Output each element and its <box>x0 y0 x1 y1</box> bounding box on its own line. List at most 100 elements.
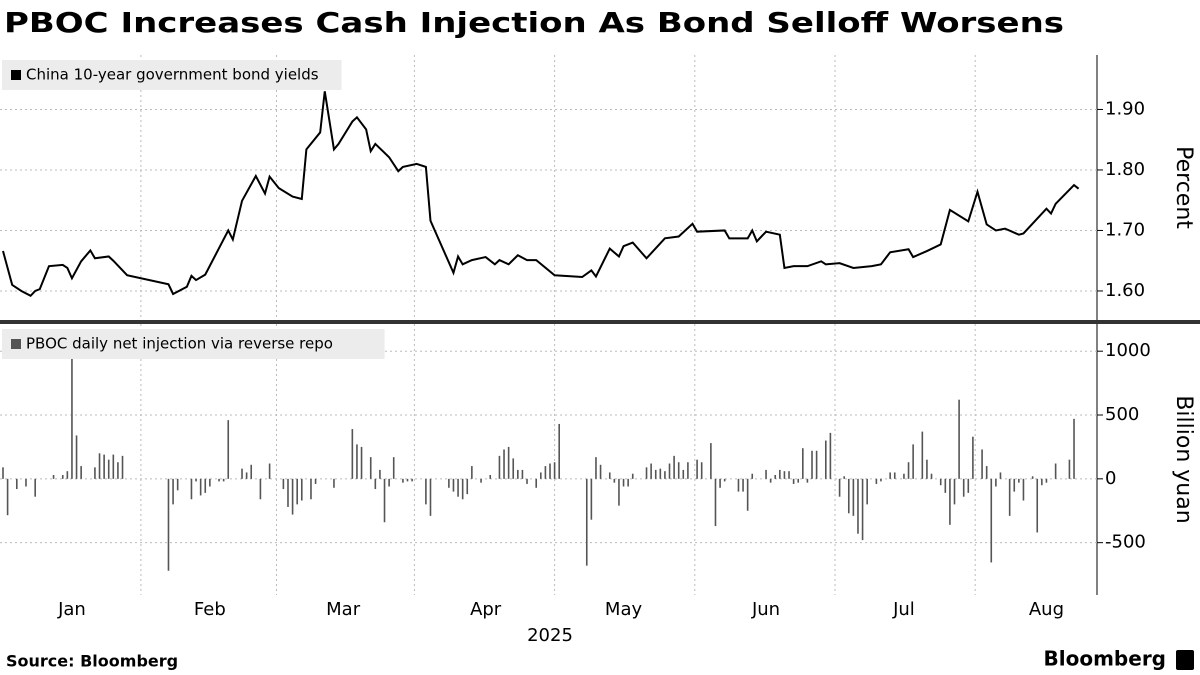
bar <box>1045 478 1048 483</box>
bar <box>714 478 717 527</box>
bar <box>1018 478 1020 483</box>
bar <box>369 457 372 479</box>
bar <box>990 478 993 563</box>
bar <box>34 478 36 497</box>
bar <box>241 468 243 479</box>
bar <box>6 478 9 516</box>
bar <box>668 463 671 479</box>
bar <box>52 475 55 479</box>
y-tick-label: 1.80 <box>1105 159 1145 180</box>
bar <box>360 446 363 479</box>
bar <box>645 467 648 479</box>
bar <box>802 448 804 479</box>
bar <box>15 478 18 490</box>
bar <box>402 478 404 483</box>
bar <box>608 472 611 479</box>
bar <box>838 478 841 497</box>
bar <box>392 457 395 479</box>
bar <box>843 476 845 479</box>
bar <box>1031 476 1034 479</box>
bar <box>558 423 560 479</box>
bar <box>627 478 629 487</box>
bar <box>209 478 211 487</box>
bar <box>103 454 105 479</box>
bar <box>268 463 271 479</box>
bar <box>374 478 377 490</box>
bar <box>199 478 202 496</box>
bar <box>829 432 832 479</box>
bar <box>696 459 698 479</box>
bar <box>480 478 482 483</box>
bar <box>958 399 960 479</box>
bar <box>893 472 896 479</box>
bar <box>765 469 767 479</box>
bar <box>1013 478 1016 492</box>
bar <box>259 478 262 500</box>
bar <box>489 475 492 479</box>
bar <box>287 478 289 507</box>
bar <box>907 462 910 479</box>
bar <box>452 478 455 492</box>
x-tick-label: Mar <box>326 599 361 620</box>
bar <box>746 478 749 511</box>
bar <box>204 478 207 493</box>
x-tick-label: Jun <box>751 599 780 620</box>
bar <box>310 478 312 500</box>
bar <box>811 450 813 479</box>
bar <box>540 472 542 479</box>
y-tick-label: 1.60 <box>1105 280 1145 301</box>
bar <box>1073 418 1075 479</box>
y-tick-label: 0 <box>1105 468 1116 489</box>
bar <box>880 478 882 482</box>
bar <box>282 478 285 490</box>
bar <box>595 457 597 479</box>
bar <box>926 459 928 479</box>
bar <box>719 478 721 488</box>
chart-title: PBOC Increases Cash Injection As Bond Se… <box>4 6 1064 39</box>
bar <box>953 478 956 505</box>
bar <box>866 478 868 505</box>
legend-box <box>2 329 385 359</box>
bar <box>314 478 317 484</box>
bar <box>939 478 942 486</box>
y-tick-label: 1.90 <box>1105 98 1145 119</box>
bar <box>921 431 924 479</box>
bar <box>351 429 354 479</box>
bar <box>66 471 69 479</box>
bar <box>245 472 248 479</box>
bar <box>107 459 110 479</box>
bar <box>356 444 358 479</box>
bar <box>172 478 174 505</box>
bar <box>599 464 602 479</box>
legend-label: China 10-year government bond yields <box>26 66 319 84</box>
bar <box>471 466 473 479</box>
bar <box>742 478 744 492</box>
x-tick-label: Jul <box>892 599 915 620</box>
bar <box>461 478 464 500</box>
bar <box>112 454 115 479</box>
bar <box>176 478 179 491</box>
bar <box>425 478 427 505</box>
bar <box>779 469 781 479</box>
y-axis-title: Billion yuan <box>1171 395 1196 523</box>
bar <box>549 463 551 479</box>
bar <box>195 478 197 482</box>
bar <box>962 478 965 497</box>
bar <box>737 478 740 492</box>
bar <box>875 478 878 484</box>
bar <box>411 478 413 482</box>
x-tick-label: May <box>605 599 643 620</box>
bar <box>535 478 538 488</box>
bar <box>903 473 905 479</box>
bar <box>388 478 390 487</box>
bar <box>723 478 726 482</box>
x-tick-label: Feb <box>194 599 226 620</box>
x-tick-label: Jan <box>57 599 86 620</box>
bar <box>700 462 703 479</box>
bar <box>949 478 951 525</box>
bar <box>824 440 827 479</box>
brand: Bloomberg <box>1044 647 1166 671</box>
bar <box>650 463 652 479</box>
bar <box>687 462 689 479</box>
